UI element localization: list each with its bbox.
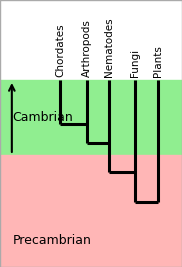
Text: Arthropods: Arthropods <box>82 19 92 77</box>
Text: Precambrian: Precambrian <box>13 234 92 247</box>
Bar <box>0 155 182 267</box>
Text: Chordates: Chordates <box>55 24 65 77</box>
Text: Cambrian: Cambrian <box>13 111 74 124</box>
Text: Nematodes: Nematodes <box>104 18 114 77</box>
Text: Fungi: Fungi <box>130 49 140 77</box>
Bar <box>0 80 182 155</box>
Bar <box>0 0 182 80</box>
Text: Plants: Plants <box>153 46 163 77</box>
